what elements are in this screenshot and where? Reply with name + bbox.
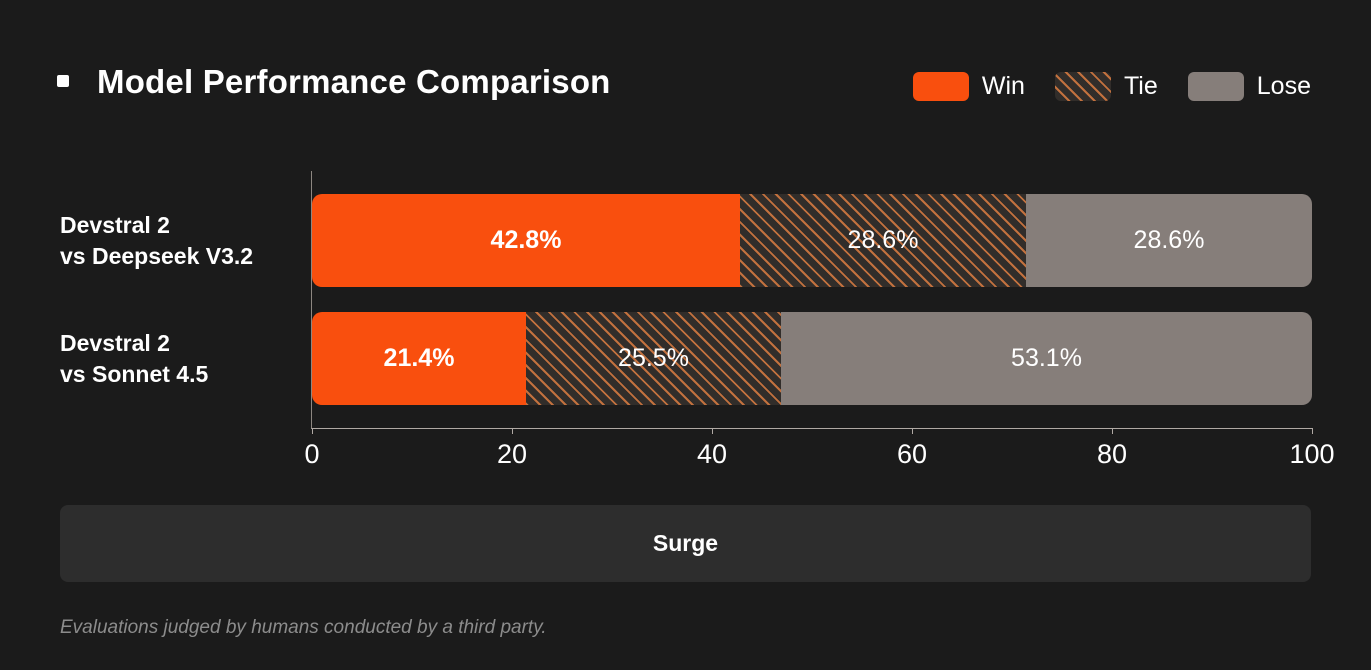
- bar-segment-win: 42.8%: [312, 194, 740, 287]
- bar-segment-value: 53.1%: [1011, 344, 1082, 372]
- legend-item-win: Win: [912, 72, 1025, 101]
- bar-segment-value: 21.4%: [383, 344, 455, 372]
- solid-orange-swatch-icon: [912, 72, 969, 101]
- category-label: Devstral 2 vs Sonnet 4.5: [60, 312, 305, 405]
- bar-segment-win: 21.4%: [312, 312, 526, 405]
- bar-segment-value: 28.6%: [1133, 226, 1205, 254]
- x-axis-tick-mark: [311, 428, 313, 434]
- x-axis-tick-mark: [911, 428, 913, 434]
- x-axis-tick-label: 60: [896, 439, 928, 469]
- bar-segment-tie: 25.5%: [526, 312, 781, 405]
- bar-segment-lose: 53.1%: [781, 312, 1312, 405]
- x-axis-tick-mark: [1311, 428, 1313, 434]
- category-label-line: vs Sonnet 4.5: [60, 360, 209, 387]
- x-axis-tick-label: 80: [1096, 439, 1128, 469]
- x-axis-tick-label: 0: [304, 439, 320, 469]
- x-axis-tick-label: 40: [696, 439, 728, 469]
- bar-segment-value: 28.6%: [847, 226, 919, 254]
- footnote: Evaluations judged by humans conducted b…: [60, 617, 547, 638]
- bar-row: 21.4% 25.5% 53.1%: [312, 312, 1312, 405]
- bar-segment-value: 42.8%: [490, 226, 562, 254]
- x-axis-tick-label: 100: [1289, 439, 1335, 469]
- bar-segment-lose: 28.6%: [1026, 194, 1312, 287]
- legend-label: Win: [981, 72, 1025, 100]
- bar-segment-value: 25.5%: [618, 344, 689, 372]
- x-axis-tick-label: 20: [496, 439, 528, 469]
- legend: Win Tie Lose: [912, 72, 1311, 101]
- chart-title: Model Performance Comparison: [97, 63, 611, 100]
- legend-item-tie: Tie: [1054, 72, 1158, 101]
- category-label-line: vs Deepseek V3.2: [60, 242, 254, 269]
- x-axis-tick-mark: [1111, 428, 1113, 434]
- legend-item-lose: Lose: [1187, 72, 1311, 101]
- category-label: Devstral 2 vs Deepseek V3.2: [60, 194, 305, 287]
- category-label-line: Devstral 2: [60, 329, 170, 356]
- plot-area: 42.8% 28.6% 28.6% 21.4% 25.5% 53.1% 0 20 40 60 80 1…: [304, 171, 1335, 469]
- bar-row: 42.8% 28.6% 28.6%: [312, 194, 1312, 287]
- x-axis-tick-mark: [711, 428, 713, 434]
- legend-label: Lose: [1256, 72, 1311, 100]
- diagonal-hatch-swatch-icon: [1054, 72, 1111, 101]
- legend-label: Tie: [1123, 72, 1158, 100]
- x-axis-tick-mark: [511, 428, 513, 434]
- surge-button[interactable]: Surge: [60, 505, 1311, 582]
- solid-gray-swatch-icon: [1187, 72, 1244, 101]
- surge-button-label: Surge: [652, 530, 719, 556]
- square-bullet-icon: [57, 75, 69, 87]
- bar-segment-tie: 28.6%: [740, 194, 1026, 287]
- category-label-line: Devstral 2: [60, 211, 170, 238]
